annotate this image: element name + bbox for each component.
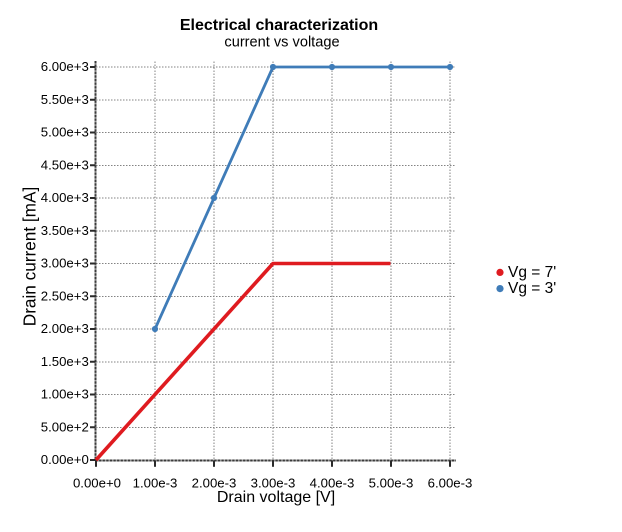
svg-text:3.00e-3: 3.00e-3 (251, 476, 296, 491)
svg-text:2.00e-3: 2.00e-3 (192, 476, 237, 491)
svg-text:4.00e+3: 4.00e+3 (41, 190, 89, 205)
svg-text:5.50e+3: 5.50e+3 (41, 92, 89, 107)
svg-text:2.50e+3: 2.50e+3 (41, 288, 89, 303)
svg-text:5.00e+3: 5.00e+3 (41, 125, 89, 140)
svg-text:0.00e+0: 0.00e+0 (41, 452, 89, 467)
svg-text:5.00e+2: 5.00e+2 (41, 419, 89, 434)
svg-text:2.00e+3: 2.00e+3 (41, 321, 89, 336)
svg-text:5.00e-3: 5.00e-3 (369, 476, 414, 491)
svg-text:4.50e+3: 4.50e+3 (41, 157, 89, 172)
svg-text:1.00e-3: 1.00e-3 (133, 476, 178, 491)
svg-text:3.50e+3: 3.50e+3 (41, 223, 89, 238)
svg-text:current vs voltage: current vs voltage (224, 35, 339, 51)
svg-text:1.50e+3: 1.50e+3 (41, 354, 89, 369)
svg-text:Vg = 7': Vg = 7' (508, 264, 556, 281)
svg-text:6.00e-3: 6.00e-3 (428, 476, 473, 491)
svg-text:Drain voltage [V]: Drain voltage [V] (217, 489, 335, 506)
svg-text:6.00e+3: 6.00e+3 (41, 59, 89, 74)
svg-text:4.00e-3: 4.00e-3 (310, 476, 355, 491)
svg-text:Vg = 3': Vg = 3' (508, 280, 556, 297)
svg-text:Electrical characterization: Electrical characterization (180, 17, 378, 34)
svg-text:3.00e+3: 3.00e+3 (41, 256, 89, 271)
svg-text:Drain current [mA]: Drain current [mA] (19, 187, 39, 326)
svg-text:0.00e+0: 0.00e+0 (73, 476, 121, 491)
svg-text:1.00e+3: 1.00e+3 (41, 387, 89, 402)
